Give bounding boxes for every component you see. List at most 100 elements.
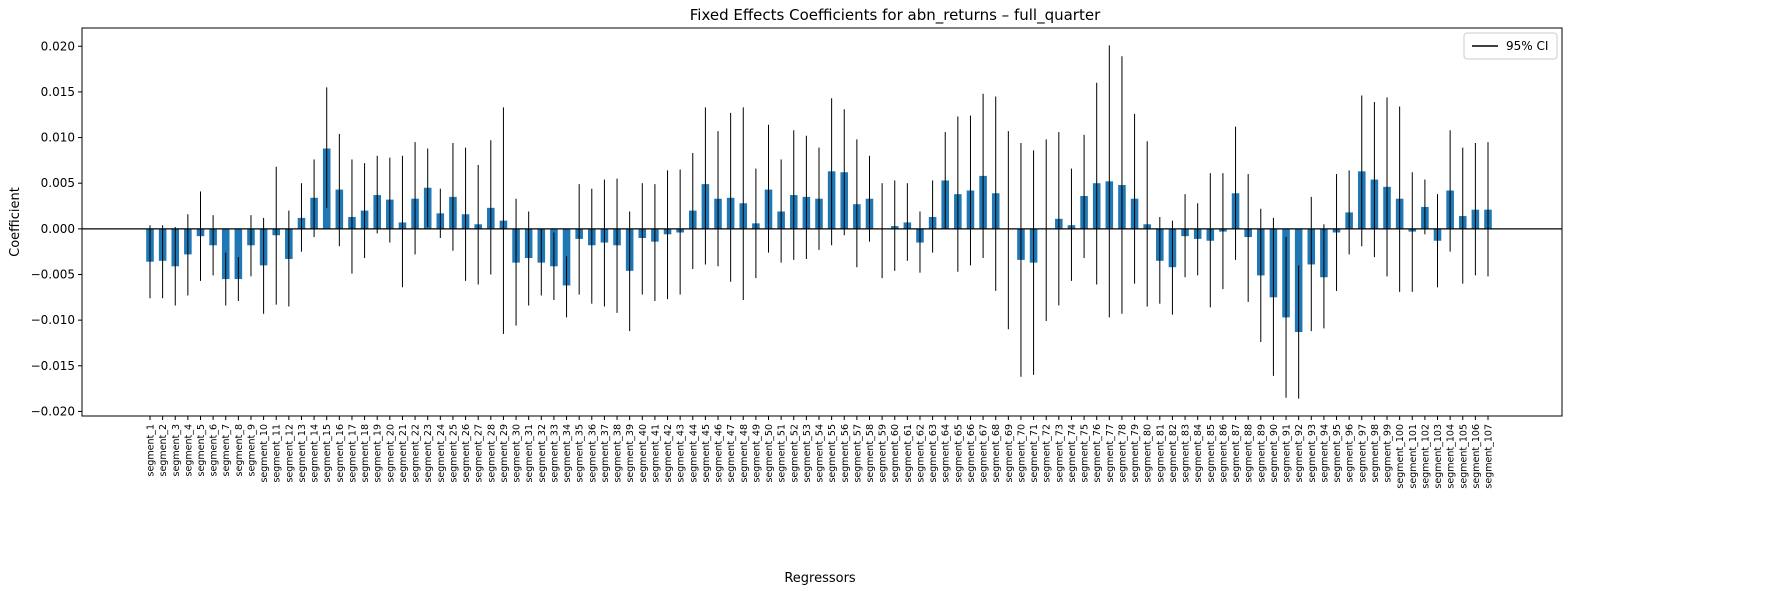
x-tick-label-segment_57: segment_57 (852, 424, 863, 483)
x-tick-label-segment_59: segment_59 (878, 424, 889, 483)
x-tick-label-segment_78: segment_78 (1117, 424, 1128, 483)
x-tick-label-segment_71: segment_71 (1029, 424, 1040, 483)
x-tick-label-segment_91: segment_91 (1282, 424, 1293, 483)
x-tick-label-segment_7: segment_7 (221, 424, 232, 476)
x-tick-label-segment_58: segment_58 (865, 424, 876, 483)
y-tick-label-5: 0.005 (41, 176, 75, 190)
x-tick-label-segment_66: segment_66 (966, 424, 977, 483)
x-tick-label-segment_50: segment_50 (764, 424, 775, 483)
x-tick-label-segment_101: segment_101 (1408, 424, 1419, 489)
x-tick-label-segment_51: segment_51 (777, 424, 788, 483)
x-tick-label-segment_107: segment_107 (1484, 424, 1495, 489)
x-tick-label-segment_26: segment_26 (461, 424, 472, 483)
y-tick-label-1: −0.015 (31, 359, 75, 373)
x-tick-label-segment_52: segment_52 (789, 424, 800, 483)
x-tick-label-segment_99: segment_99 (1383, 424, 1394, 483)
x-tick-label-segment_60: segment_60 (890, 424, 901, 483)
x-tick-label-segment_14: segment_14 (310, 424, 321, 483)
x-axis: segment_1 segment_2 segment_3 segment_4 segm… (146, 416, 1495, 489)
x-tick-label-segment_16: segment_16 (335, 424, 346, 483)
x-tick-label-segment_13: segment_13 (297, 424, 308, 483)
x-tick-label-segment_12: segment_12 (284, 424, 295, 483)
x-tick-label-segment_20: segment_20 (385, 424, 396, 483)
y-axis: −0.020 −0.015 −0.010 −0.005 0.000 0.005 0.010 0… (31, 39, 82, 418)
x-tick-label-segment_55: segment_55 (827, 424, 838, 483)
x-tick-label-segment_31: segment_31 (524, 424, 535, 483)
x-tick-label-segment_47: segment_47 (726, 424, 737, 483)
x-tick-label-segment_81: segment_81 (1155, 424, 1166, 483)
x-tick-label-segment_36: segment_36 (587, 424, 598, 483)
legend: 95% CI (1463, 32, 1558, 60)
x-tick-label-segment_6: segment_6 (209, 424, 220, 476)
x-tick-label-segment_73: segment_73 (1054, 424, 1065, 483)
x-tick-label-segment_10: segment_10 (259, 424, 270, 483)
y-axis-label: Coefficient (8, 187, 23, 257)
x-tick-label-segment_18: segment_18 (360, 424, 371, 483)
x-tick-label-segment_87: segment_87 (1231, 424, 1242, 483)
y-tick-label-7: 0.015 (41, 85, 75, 99)
x-tick-label-segment_98: segment_98 (1370, 424, 1381, 483)
x-tick-label-segment_65: segment_65 (953, 424, 964, 483)
x-tick-label-segment_39: segment_39 (625, 424, 636, 483)
x-tick-label-segment_89: segment_89 (1256, 424, 1267, 483)
y-tick-label-3: −0.005 (31, 267, 75, 281)
x-tick-label-segment_37: segment_37 (600, 424, 611, 483)
x-tick-label-segment_90: segment_90 (1269, 424, 1280, 483)
x-tick-label-segment_25: segment_25 (448, 424, 459, 483)
x-tick-label-segment_17: segment_17 (347, 424, 358, 483)
x-tick-label-segment_82: segment_82 (1168, 424, 1179, 483)
x-tick-label-segment_30: segment_30 (512, 424, 523, 483)
x-tick-label-segment_38: segment_38 (613, 424, 624, 483)
x-tick-label-segment_54: segment_54 (815, 424, 826, 483)
x-tick-label-segment_3: segment_3 (171, 424, 182, 476)
x-tick-label-segment_64: segment_64 (941, 424, 952, 483)
x-tick-label-segment_44: segment_44 (688, 424, 699, 483)
x-axis-label: Regressors (784, 571, 856, 586)
x-tick-label-segment_74: segment_74 (1067, 424, 1078, 483)
x-tick-label-segment_8: segment_8 (234, 424, 245, 476)
x-tick-label-segment_32: segment_32 (537, 424, 548, 483)
x-tick-label-segment_85: segment_85 (1206, 424, 1217, 483)
x-tick-label-segment_45: segment_45 (701, 424, 712, 483)
x-tick-label-segment_27: segment_27 (474, 424, 485, 483)
x-tick-label-segment_40: segment_40 (638, 424, 649, 483)
x-tick-label-segment_19: segment_19 (373, 424, 384, 483)
y-tick-label-8: 0.020 (41, 39, 75, 53)
y-tick-label-4: 0.000 (41, 222, 75, 236)
x-tick-label-segment_43: segment_43 (676, 424, 687, 483)
x-tick-label-segment_35: segment_35 (575, 424, 586, 483)
x-tick-label-segment_94: segment_94 (1319, 424, 1330, 483)
x-tick-label-segment_67: segment_67 (979, 424, 990, 483)
x-tick-label-segment_22: segment_22 (411, 424, 422, 483)
x-tick-label-segment_2: segment_2 (158, 424, 169, 476)
x-tick-label-segment_56: segment_56 (840, 424, 851, 483)
x-tick-label-segment_93: segment_93 (1307, 424, 1318, 483)
x-tick-label-segment_70: segment_70 (1016, 424, 1027, 483)
x-tick-label-segment_84: segment_84 (1193, 424, 1204, 483)
x-tick-label-segment_5: segment_5 (196, 424, 207, 476)
x-tick-label-segment_49: segment_49 (751, 424, 762, 483)
x-tick-label-segment_96: segment_96 (1345, 424, 1356, 483)
plot-area (81, 27, 1563, 417)
x-tick-label-segment_95: segment_95 (1332, 424, 1343, 483)
x-tick-label-segment_77: segment_77 (1105, 424, 1116, 483)
y-tick-label-0: −0.020 (31, 404, 75, 418)
x-tick-label-segment_102: segment_102 (1420, 424, 1431, 489)
x-tick-label-segment_23: segment_23 (423, 424, 434, 483)
x-tick-label-segment_33: segment_33 (549, 424, 560, 483)
x-tick-label-segment_104: segment_104 (1446, 424, 1457, 489)
x-tick-label-segment_72: segment_72 (1042, 424, 1053, 483)
x-tick-label-segment_29: segment_29 (499, 424, 510, 483)
x-tick-label-segment_62: segment_62 (915, 424, 926, 483)
x-tick-label-segment_63: segment_63 (928, 424, 939, 483)
errorbars-layer (149, 45, 1489, 399)
x-tick-label-segment_69: segment_69 (1004, 424, 1015, 483)
x-tick-label-segment_9: segment_9 (246, 424, 257, 476)
x-tick-label-segment_92: segment_92 (1294, 424, 1305, 483)
x-tick-label-segment_88: segment_88 (1244, 424, 1255, 483)
x-tick-label-segment_15: segment_15 (322, 424, 333, 483)
x-tick-label-segment_106: segment_106 (1471, 424, 1482, 489)
x-tick-label-segment_97: segment_97 (1357, 424, 1368, 483)
x-tick-label-segment_86: segment_86 (1218, 424, 1229, 483)
